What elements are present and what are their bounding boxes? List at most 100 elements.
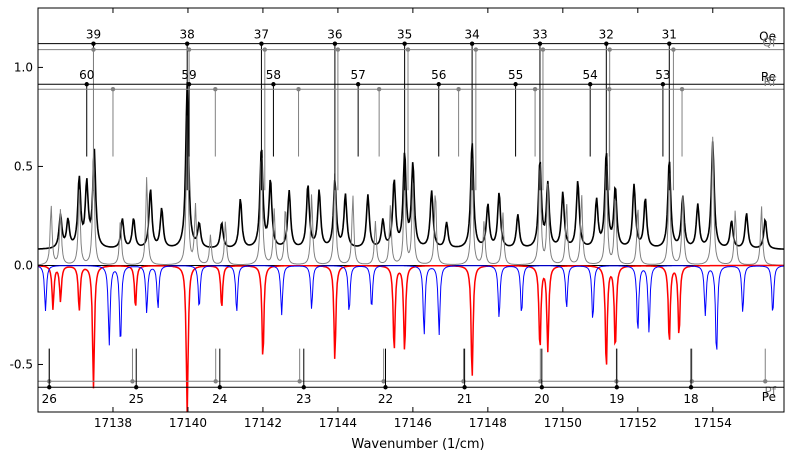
branch-Re-label: 60 [79, 68, 94, 82]
branch-Re-label: 54 [583, 68, 598, 82]
branch-Qe-label: 38 [180, 28, 195, 42]
branch-Pf-marker [381, 379, 386, 384]
series-absorption_secondary [38, 265, 784, 350]
branch-Qe-label: 35 [397, 28, 412, 42]
x-tick-label: 17150 [544, 416, 582, 430]
x-tick-label: 17154 [694, 416, 732, 430]
branch-Qe-marker [259, 41, 264, 46]
branch-Qe-marker [91, 41, 96, 46]
branch-name-Pe: Pe [762, 390, 776, 404]
branch-Pe-label: 23 [296, 392, 311, 406]
branch-Qe-marker [604, 41, 609, 46]
branch-Re-label: 57 [351, 68, 366, 82]
branch-Pe-marker [462, 385, 467, 390]
branch-Qe-label: 34 [464, 28, 479, 42]
x-axis-label: Wavenumber (1/cm) [351, 437, 484, 452]
branch-Pe-label: 25 [129, 392, 144, 406]
x-tick-label: 17144 [319, 416, 357, 430]
y-tick-label: 0.5 [14, 159, 33, 173]
y-tick-label: 1.0 [14, 60, 33, 74]
branch-Pe-label: 18 [683, 392, 698, 406]
branch-Re-marker [355, 82, 361, 87]
branch-Re-marker [513, 82, 518, 87]
branch-Pf-marker [213, 379, 218, 384]
branch-Pe-marker [134, 385, 139, 390]
y-tick-label: 0.0 [14, 258, 33, 272]
series-absorption_main [38, 264, 784, 412]
branch-Rf-marker [376, 86, 382, 92]
branch-Pe-marker [614, 385, 620, 390]
y-tick-label: -0.5 [10, 357, 33, 371]
branch-Qf-marker [91, 47, 96, 52]
branch-Re-marker [186, 82, 192, 87]
x-tick-label: 17142 [244, 416, 282, 430]
plot-frame [37, 7, 785, 413]
branch-Qe-label: 37 [254, 28, 269, 42]
branch-Re-label: 59 [181, 68, 196, 82]
branch-Qf-marker [671, 47, 676, 52]
branch-Pe-label: 26 [42, 392, 57, 406]
x-tick-label: 17148 [469, 416, 507, 430]
branch-Qf-marker [335, 47, 341, 52]
branch-Re-marker [436, 82, 441, 87]
branch-Pe-label: 21 [457, 392, 472, 406]
x-tick-label: 17146 [394, 416, 432, 430]
x-tick-label: 17140 [169, 416, 207, 430]
branch-name-Qf: Qf [762, 36, 776, 50]
branch-Pf-marker [689, 379, 694, 384]
branch-name-Rf: Rf [763, 75, 776, 89]
branch-Rf-marker [456, 86, 461, 92]
branch-Qe-label: 39 [86, 28, 101, 42]
branch-Pe-label: 19 [609, 392, 624, 406]
branch-Rf-marker [110, 86, 116, 92]
branch-Re-label: 55 [508, 68, 523, 82]
branch-Rf-marker [532, 86, 538, 92]
branch-name-Pf: Pf [765, 384, 777, 398]
branch-Pe-label: 22 [378, 392, 393, 406]
branch-Pe-marker [47, 385, 52, 390]
branch-Pe-marker [217, 385, 223, 390]
branch-Qf-marker [540, 47, 546, 52]
branch-Qe-marker [332, 41, 338, 46]
branch-Pe-marker [688, 385, 694, 390]
branch-Rf-marker [213, 86, 218, 92]
series-simulated [38, 115, 784, 266]
branch-Qe-marker [537, 41, 543, 46]
branch-Re-marker [660, 82, 666, 87]
branch-Qe-marker [667, 41, 672, 46]
branch-Qf-marker [186, 47, 192, 52]
branch-Qf-marker [473, 47, 479, 52]
branch-Re-label: 53 [655, 68, 670, 82]
branch-Pe-label: 24 [212, 392, 227, 406]
x-tick-label: 17138 [94, 416, 132, 430]
branch-name-Qe: Qe [759, 30, 776, 44]
branch-Qf-marker [607, 47, 612, 52]
branch-Re-marker [271, 82, 276, 87]
branch-Qe-label: 36 [327, 28, 342, 42]
branch-Qe-marker [185, 41, 190, 46]
branch-Re-label: 58 [266, 68, 281, 82]
branch-Pf-marker [763, 379, 768, 384]
branch-Re-marker [587, 82, 593, 87]
branch-Pf-marker [130, 379, 135, 384]
branch-Qf-marker [262, 47, 267, 52]
branch-Qf-marker [405, 47, 411, 52]
branch-Pe-marker [301, 385, 306, 390]
branch-Pe-marker [383, 385, 388, 390]
branch-Qe-label: 32 [599, 28, 614, 42]
branch-Qe-label: 33 [532, 28, 547, 42]
branch-Pe-label: 20 [534, 392, 549, 406]
branch-Pf-marker [297, 379, 302, 384]
branch-Rf-marker [679, 86, 685, 92]
branch-Rf-marker [607, 86, 612, 92]
branch-Re-marker [84, 82, 89, 87]
x-tick-label: 17152 [619, 416, 657, 430]
branch-Qe-label: 31 [662, 28, 677, 42]
branch-Pe-marker [539, 385, 545, 390]
branch-Qe-marker [402, 41, 407, 46]
series-observed [38, 82, 784, 250]
branch-name-Re: Re [761, 70, 776, 84]
branch-Qe-marker [469, 41, 475, 46]
